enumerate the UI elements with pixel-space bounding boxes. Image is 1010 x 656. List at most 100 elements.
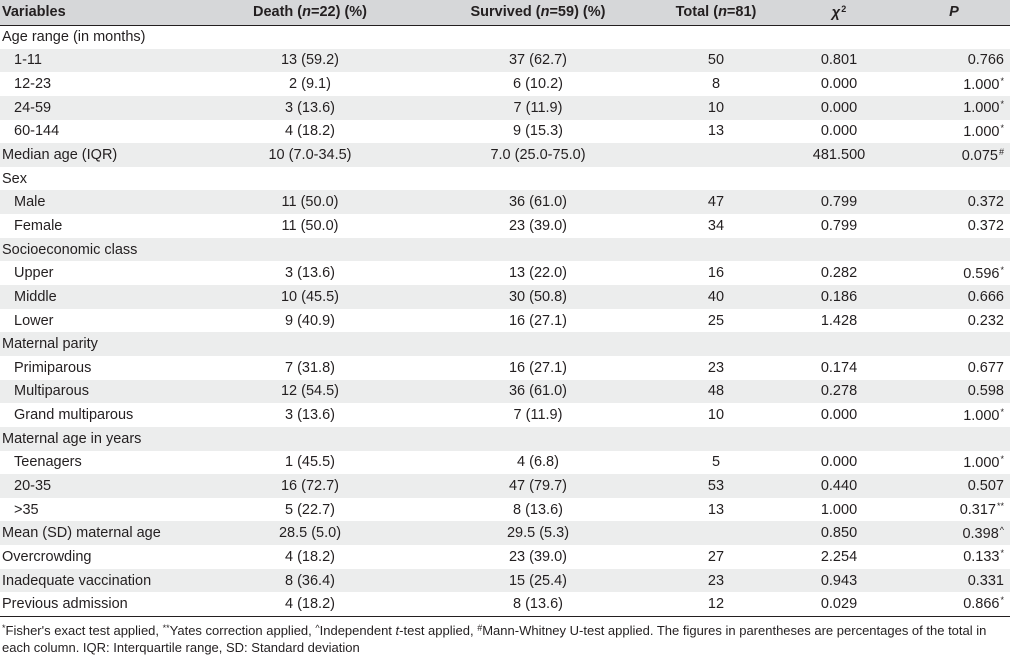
- cell-death: 13 (59.2): [280, 52, 340, 69]
- cell-p-value: 0.398^: [962, 524, 1004, 542]
- cell-chi-square: 1.000: [820, 501, 858, 518]
- table-body: Age range (in months) 1-11 13 (59.2) 37 (62…: [0, 25, 1010, 617]
- row-label: Inadequate vaccination: [2, 572, 152, 589]
- cell-chi-square: 0.029: [780, 592, 898, 617]
- cell-p-value: 0.677: [967, 359, 1004, 376]
- cell-death: 2 (9.1): [289, 76, 331, 93]
- row-label: >35: [14, 501, 39, 518]
- cell-survived: 29.5 (5.3): [506, 525, 570, 542]
- cell-chi-square: 0.282: [820, 265, 858, 282]
- row-label: Maternal age in years: [2, 430, 142, 447]
- cell-survived: 47 (79.7): [508, 477, 568, 494]
- cell-death: 1 (45.5): [285, 454, 335, 471]
- cell-p-value: 0.766: [967, 52, 1004, 69]
- cell-p-value: [898, 332, 1010, 356]
- cell-total: [652, 427, 780, 451]
- cell-total: 13: [707, 123, 725, 140]
- header-chi-square: χ2: [780, 0, 898, 26]
- cell-total: 10: [707, 99, 725, 116]
- row-label: Female: [14, 217, 63, 234]
- cell-chi-square: [780, 25, 898, 49]
- test-marker: *: [1000, 406, 1004, 417]
- cell-survived: 36 (61.0): [508, 383, 568, 400]
- header-total: Total (n=81): [652, 0, 780, 26]
- cell-chi-square: 0.850: [820, 525, 858, 542]
- table-row: Inadequate vaccination 8 (36.4) 15 (25.4) 2…: [0, 568, 1010, 593]
- cell-death: 10 (7.0-34.5): [268, 147, 352, 164]
- test-marker: *: [1000, 122, 1004, 133]
- cell-death: 3 (13.6): [285, 99, 335, 116]
- cell-p-value: 1.000*: [963, 453, 1004, 471]
- cell-p-value: [898, 167, 1010, 191]
- cell-chi-square: 0.278: [820, 383, 858, 400]
- cell-survived: 7 (11.9): [513, 407, 563, 424]
- cell-survived: 15 (25.4): [508, 572, 568, 589]
- cell-survived: 8 (13.6): [513, 501, 563, 518]
- cell-survived: [424, 427, 652, 451]
- cell-total: [652, 25, 780, 49]
- row-label: Mean (SD) maternal age: [2, 525, 161, 542]
- cell-death: [196, 427, 424, 451]
- cell-chi-square: [780, 332, 898, 356]
- cell-chi-square: 0.000: [820, 99, 858, 116]
- cell-chi-square: [780, 427, 898, 451]
- cell-survived: 16 (27.1): [508, 359, 568, 376]
- cell-death: 3 (13.6): [285, 265, 335, 282]
- header-p-value: P: [898, 0, 1010, 26]
- cell-survived: 4 (6.8): [517, 454, 559, 471]
- cell-total: 16: [707, 265, 725, 282]
- results-table: Variables Death (n=22) (%) Survived (n=5…: [0, 0, 1010, 617]
- row-label: Median age (IQR): [2, 147, 118, 164]
- table-row: Mean (SD) maternal age 28.5 (5.0) 29.5 (5.…: [0, 521, 1010, 546]
- cell-chi-square: 0.000: [820, 407, 858, 424]
- table-row: Female 11 (50.0) 23 (39.0) 34 0.799 0.372: [0, 214, 1010, 238]
- cell-death: 4 (18.2): [285, 123, 335, 140]
- row-label: 24-59: [14, 99, 52, 116]
- cell-p-value: [898, 427, 1010, 451]
- cell-total: 5: [711, 454, 721, 471]
- table-row: Maternal parity: [0, 332, 1010, 356]
- test-marker: **: [996, 501, 1004, 512]
- cell-survived: 23 (39.0): [508, 217, 568, 234]
- cell-death: 11 (50.0): [281, 217, 339, 234]
- cell-death: 4 (18.2): [196, 592, 424, 617]
- cell-chi-square: 0.799: [820, 194, 858, 211]
- cell-chi-square: [780, 167, 898, 191]
- cell-survived: 36 (61.0): [508, 194, 568, 211]
- cell-p-value: 0.598: [967, 383, 1004, 400]
- test-marker: *: [1000, 99, 1004, 110]
- cell-death: 16 (72.7): [280, 477, 340, 494]
- cell-p-value: 0.075#: [961, 146, 1004, 164]
- test-marker: *: [1000, 75, 1004, 86]
- cell-total: 8: [711, 76, 721, 93]
- cell-total: [652, 167, 780, 191]
- cell-total: 40: [707, 288, 725, 305]
- row-label: 12-23: [14, 76, 52, 93]
- cell-chi-square: 0.000: [820, 454, 858, 471]
- cell-survived: 16 (27.1): [508, 312, 568, 329]
- cell-p-value: 1.000*: [963, 99, 1004, 117]
- cell-p-value: 0.232: [967, 312, 1004, 329]
- cell-p-value: 0.372: [967, 194, 1004, 211]
- test-marker: *: [1000, 595, 1004, 606]
- row-label: Upper: [14, 265, 54, 282]
- table-footnote: *Fisher's exact test applied, **Yates co…: [2, 622, 987, 655]
- cell-survived: 7 (11.9): [513, 99, 563, 116]
- cell-survived: 9 (15.3): [513, 123, 563, 140]
- table-row: Maternal age in years: [0, 426, 1010, 451]
- cell-chi-square: 0.000: [820, 76, 858, 93]
- table-header: Variables Death (n=22) (%) Survived (n=5…: [0, 0, 1010, 26]
- cell-death: [196, 332, 424, 356]
- cell-p-value: 0.317**: [959, 501, 1004, 519]
- table-row: Previous admission 4 (18.2) 8 (13.6) 12 0.02…: [0, 592, 1010, 617]
- row-label: Previous admission: [0, 592, 196, 617]
- cell-death: [196, 167, 424, 191]
- row-label: Socioeconomic class: [2, 241, 138, 258]
- cell-survived: 6 (10.2): [513, 76, 563, 93]
- table-row: 24-59 3 (13.6) 7 (11.9) 10 0.000 1.000*: [0, 95, 1010, 120]
- cell-total: 53: [707, 477, 725, 494]
- cell-death: 28.5 (5.0): [278, 525, 342, 542]
- cell-chi-square: 0.000: [820, 123, 858, 140]
- header-survived: Survived (n=59) (%): [424, 0, 652, 26]
